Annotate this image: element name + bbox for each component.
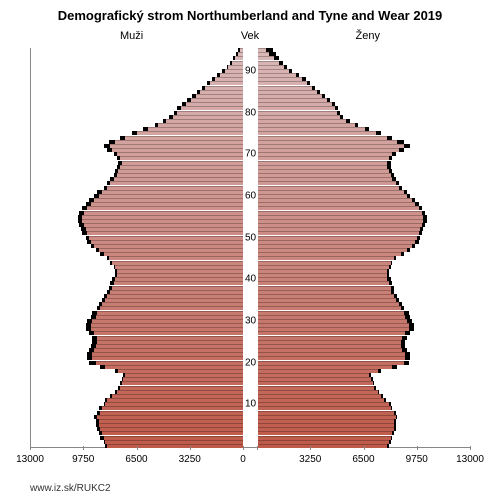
age-row <box>31 186 470 190</box>
age-row <box>31 173 470 177</box>
y-tick-label: 40 <box>245 274 256 285</box>
age-row <box>31 136 470 140</box>
age-row <box>31 415 470 419</box>
x-tick-label: 13000 <box>16 454 44 465</box>
age-row <box>31 144 470 148</box>
x-tick-label: 3250 <box>179 454 201 465</box>
age-row <box>31 77 470 81</box>
age-row <box>31 286 470 290</box>
age-row <box>31 386 470 390</box>
age-row <box>31 311 470 315</box>
age-row <box>31 227 470 231</box>
age-row <box>31 61 470 65</box>
age-row <box>31 223 470 227</box>
age-row <box>31 377 470 381</box>
age-row <box>31 131 470 135</box>
age-row <box>31 48 470 52</box>
y-tick-label: 80 <box>245 107 256 118</box>
age-row <box>31 423 470 427</box>
age-row <box>31 165 470 169</box>
x-tick-label: 9750 <box>406 454 428 465</box>
age-row <box>31 327 470 331</box>
age-row <box>31 94 470 98</box>
age-row <box>31 369 470 373</box>
age-row <box>31 381 470 385</box>
age-row <box>31 219 470 223</box>
age-row <box>31 265 470 269</box>
age-row <box>31 302 470 306</box>
y-tick-label: 90 <box>245 65 256 76</box>
age-row <box>31 202 470 206</box>
age-row <box>31 169 470 173</box>
age-row <box>31 390 470 394</box>
age-row <box>31 427 470 431</box>
x-tick-label: 0 <box>240 454 246 465</box>
y-tick-label: 20 <box>245 357 256 368</box>
age-row <box>31 252 470 256</box>
age-row <box>31 436 470 440</box>
age-row <box>31 331 470 335</box>
age-row <box>31 215 470 219</box>
age-row <box>31 306 470 310</box>
age-row <box>31 206 470 210</box>
age-row <box>31 86 470 90</box>
age-row <box>31 177 470 181</box>
y-tick-label: 60 <box>245 190 256 201</box>
age-row <box>31 340 470 344</box>
age-row <box>31 411 470 415</box>
chart-title: Demografický strom Northumberland and Ty… <box>0 8 500 23</box>
y-tick-label: 70 <box>245 149 256 160</box>
x-tick-label: 13000 <box>456 454 484 465</box>
age-row <box>31 298 470 302</box>
age-row <box>31 373 470 377</box>
age-row <box>31 244 470 248</box>
y-tick-label: 50 <box>245 232 256 243</box>
x-tick-label: 6500 <box>125 454 147 465</box>
age-row <box>31 261 470 265</box>
age-row <box>31 394 470 398</box>
y-tick-label: 30 <box>245 315 256 326</box>
population-pyramid-chart: Demografický strom Northumberland and Ty… <box>0 0 500 500</box>
x-tick-label: 9750 <box>72 454 94 465</box>
age-row <box>31 211 470 215</box>
label-male: Muži <box>120 30 143 42</box>
age-row <box>31 248 470 252</box>
age-row <box>31 123 470 127</box>
age-row <box>31 102 470 106</box>
source-link: www.iz.sk/RUKC2 <box>30 483 111 494</box>
label-age: Vek <box>241 30 259 42</box>
age-row <box>31 348 470 352</box>
x-tick-label: 3250 <box>299 454 321 465</box>
age-row <box>31 52 470 56</box>
age-row <box>31 181 470 185</box>
age-row <box>31 290 470 294</box>
label-female: Ženy <box>356 30 380 42</box>
age-row <box>31 81 470 85</box>
age-row <box>31 98 470 102</box>
y-tick-label: 10 <box>245 399 256 410</box>
age-row <box>31 336 470 340</box>
x-tick-label: 6500 <box>352 454 374 465</box>
age-row <box>31 352 470 356</box>
age-row <box>31 119 470 123</box>
age-row <box>31 431 470 435</box>
age-row <box>31 419 470 423</box>
age-row <box>31 161 470 165</box>
age-row <box>31 440 470 444</box>
age-row <box>31 127 470 131</box>
age-row <box>31 444 470 448</box>
age-row <box>31 56 470 60</box>
age-row <box>31 344 470 348</box>
plot-area: 10 20 30 40 50 60 70 80 90 <box>30 48 470 448</box>
age-row <box>31 269 470 273</box>
age-row <box>31 256 470 260</box>
age-row <box>31 140 470 144</box>
age-row <box>31 90 470 94</box>
age-row <box>31 294 470 298</box>
